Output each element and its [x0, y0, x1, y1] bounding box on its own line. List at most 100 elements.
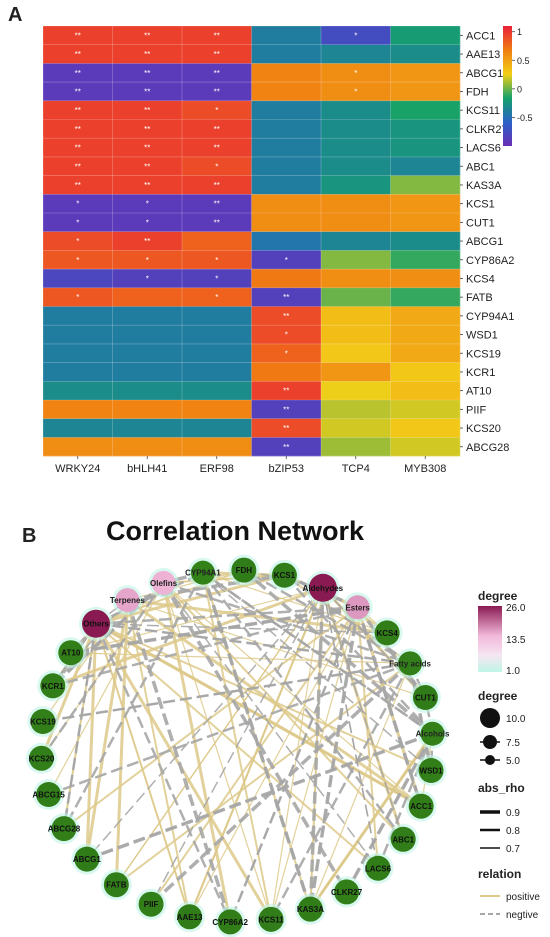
positive-edge — [52, 586, 324, 688]
legend-tick-label: 0.5 — [517, 56, 530, 66]
network-node: Olefins — [148, 567, 179, 598]
significance-mark: ** — [214, 87, 220, 96]
node-circle — [345, 595, 370, 620]
heatmap-cell — [390, 250, 461, 270]
heatmap-cell — [43, 100, 113, 120]
row-label: PIIF — [466, 404, 486, 416]
heatmap-cell — [112, 138, 183, 158]
row-label: ABCG15 — [466, 68, 509, 80]
heatmap-cell — [390, 418, 461, 438]
heatmap-cell — [251, 63, 322, 83]
negative-edge — [150, 587, 324, 905]
significance-mark: ** — [283, 293, 289, 302]
negative-edge — [63, 623, 97, 829]
abs-rho-label: 0.9 — [506, 808, 520, 819]
negative-edge — [162, 581, 349, 893]
negative-edge — [322, 587, 404, 840]
node-circle — [418, 757, 444, 783]
network-title: Correlation Network — [106, 516, 365, 546]
relation-legend-title: relation — [478, 867, 521, 881]
heatmap-cell — [251, 100, 322, 120]
negative-edge — [86, 587, 324, 860]
node-label: FDH — [236, 566, 253, 575]
network-node: CLKR27 — [331, 876, 363, 908]
heatmap-cell — [182, 250, 252, 270]
node-circle — [420, 721, 445, 746]
heatmap-cell — [43, 138, 113, 158]
node-circle — [374, 620, 400, 646]
node-circle — [217, 909, 243, 935]
degree-color-label: 13.5 — [506, 635, 526, 646]
node-circle — [74, 846, 100, 872]
negative-edge — [125, 599, 232, 923]
significance-mark: * — [354, 31, 357, 40]
degree-size-dot — [480, 708, 500, 728]
node-label: Esters — [345, 603, 370, 612]
significance-mark: ** — [144, 237, 150, 246]
heatmap-cell — [390, 138, 461, 158]
heatmap-cell — [43, 381, 113, 401]
heatmap-cell — [251, 231, 322, 251]
positive-edge — [309, 663, 411, 910]
significance-mark: * — [76, 200, 79, 209]
heatmap-cell — [112, 287, 183, 307]
heatmap-cell — [182, 400, 252, 419]
abs-rho-label: 0.7 — [506, 844, 520, 855]
node-circle — [30, 709, 56, 735]
heatmap-cell — [182, 306, 252, 326]
node-circle — [40, 673, 66, 699]
heatmap-cell — [43, 287, 113, 307]
positive-edge — [85, 623, 98, 860]
heatmap-cell — [43, 325, 113, 345]
heatmap-cell — [321, 213, 391, 232]
node-circle — [177, 904, 203, 930]
negative-edge — [149, 662, 412, 906]
network-node: LACS6 — [362, 852, 394, 884]
heatmap-cell — [112, 400, 183, 419]
significance-mark: * — [76, 293, 79, 302]
heatmap-cell — [43, 343, 113, 363]
heatmap-cell — [112, 119, 183, 139]
heatmap-cell — [390, 44, 461, 64]
heatmap-cell — [321, 231, 391, 251]
row-label: ABCG28 — [466, 442, 509, 454]
node-circle — [271, 562, 297, 588]
column-label: ERF98 — [200, 463, 234, 475]
significance-mark: ** — [75, 69, 81, 78]
row-label: CUT1 — [466, 217, 495, 229]
negative-edge — [376, 733, 434, 869]
node-circle — [82, 609, 111, 638]
network-node: Esters — [342, 592, 373, 623]
network-node: ABCG1 — [71, 843, 103, 875]
node-label: Terpenes — [110, 596, 146, 605]
network-node: ABCG15 — [32, 779, 65, 811]
heatmap-cell — [182, 287, 252, 307]
negative-edge — [201, 571, 405, 841]
significance-mark: ** — [144, 106, 150, 115]
heatmap-cell — [43, 119, 113, 139]
node-circle — [115, 588, 140, 613]
network-node: ABCG28 — [48, 813, 81, 845]
heatmap-cell — [321, 381, 391, 401]
heatmap-cell — [112, 26, 183, 45]
positive-edge — [127, 569, 244, 601]
edge-layer — [40, 568, 435, 923]
significance-mark: ** — [75, 125, 81, 134]
heatmap-cell — [182, 26, 252, 45]
negative-edge — [283, 574, 411, 665]
node-label: ABCG1 — [73, 855, 102, 864]
significance-mark: ** — [283, 312, 289, 321]
heatmap-cell — [43, 194, 113, 214]
heatmap-cell — [321, 194, 391, 214]
network-node: KAS3A — [294, 893, 326, 925]
significance-mark: * — [215, 106, 218, 115]
heatmap-cell — [43, 63, 113, 83]
heatmap-cell — [251, 343, 322, 363]
heatmap-cell — [182, 44, 252, 64]
network-node: PIIF — [135, 888, 167, 920]
heatmap-cell — [112, 343, 183, 363]
heatmap-cell — [390, 100, 461, 120]
heatmap-cell — [390, 231, 461, 251]
heatmap-cell — [251, 287, 322, 307]
negative-edge — [70, 605, 358, 655]
